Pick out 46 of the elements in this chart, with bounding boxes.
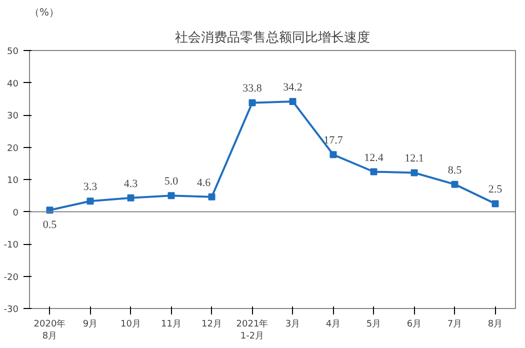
text: 17.7	[324, 134, 343, 147]
x-tick-label: 5月	[366, 320, 382, 330]
y-tick-label: 50	[7, 47, 19, 57]
point	[248, 99, 256, 106]
x-tick-label: 11月	[161, 320, 182, 330]
y-tick-label: -10	[4, 240, 19, 250]
text: 3.3	[83, 181, 98, 194]
point	[370, 168, 378, 176]
x-tick-label: 7月	[447, 320, 462, 330]
y-tick-label: -30	[4, 305, 19, 315]
x-tick-label: 10月	[120, 320, 141, 330]
point	[451, 180, 458, 188]
point	[410, 169, 418, 176]
point	[330, 151, 337, 158]
y-axis-title: （%）	[30, 8, 60, 18]
y-tick-label: -20	[4, 272, 19, 283]
y-tick-label: 30	[7, 112, 19, 122]
x-tick-label: 2020年 8月	[34, 318, 66, 342]
point	[127, 194, 134, 202]
point	[86, 198, 94, 205]
y-tick-label: 0	[12, 208, 19, 218]
point	[289, 98, 296, 105]
x-tick-label: 2021年 1-2月	[236, 318, 268, 342]
y-tick-label: 20	[7, 144, 19, 154]
x-tick-label: 3月	[285, 320, 300, 330]
text: 8.5	[448, 164, 462, 176]
y-tick-label: 40	[7, 79, 19, 90]
x-tick-label: 6月	[406, 320, 422, 330]
chart-title: 社会消费品零售总额同比增长速度	[175, 30, 370, 46]
x-tick-label: 4月	[326, 320, 341, 330]
point	[492, 200, 499, 208]
text: 0.5	[42, 219, 57, 232]
point	[168, 192, 175, 200]
text: 2.5	[488, 184, 502, 196]
text: 4.6	[196, 176, 211, 189]
point	[208, 193, 216, 200]
text: 33.8	[242, 82, 262, 95]
text: 4.3	[124, 178, 138, 190]
text: 5.0	[164, 176, 178, 188]
text: 34.2	[283, 81, 302, 94]
y-tick-label: 10	[7, 176, 19, 186]
text: 12.4	[364, 152, 384, 164]
x-tick-label: 9月	[82, 320, 98, 330]
text: 12.1	[404, 152, 424, 165]
x-tick-label: 12月	[202, 320, 222, 330]
x-tick-label: 8月	[488, 320, 503, 330]
